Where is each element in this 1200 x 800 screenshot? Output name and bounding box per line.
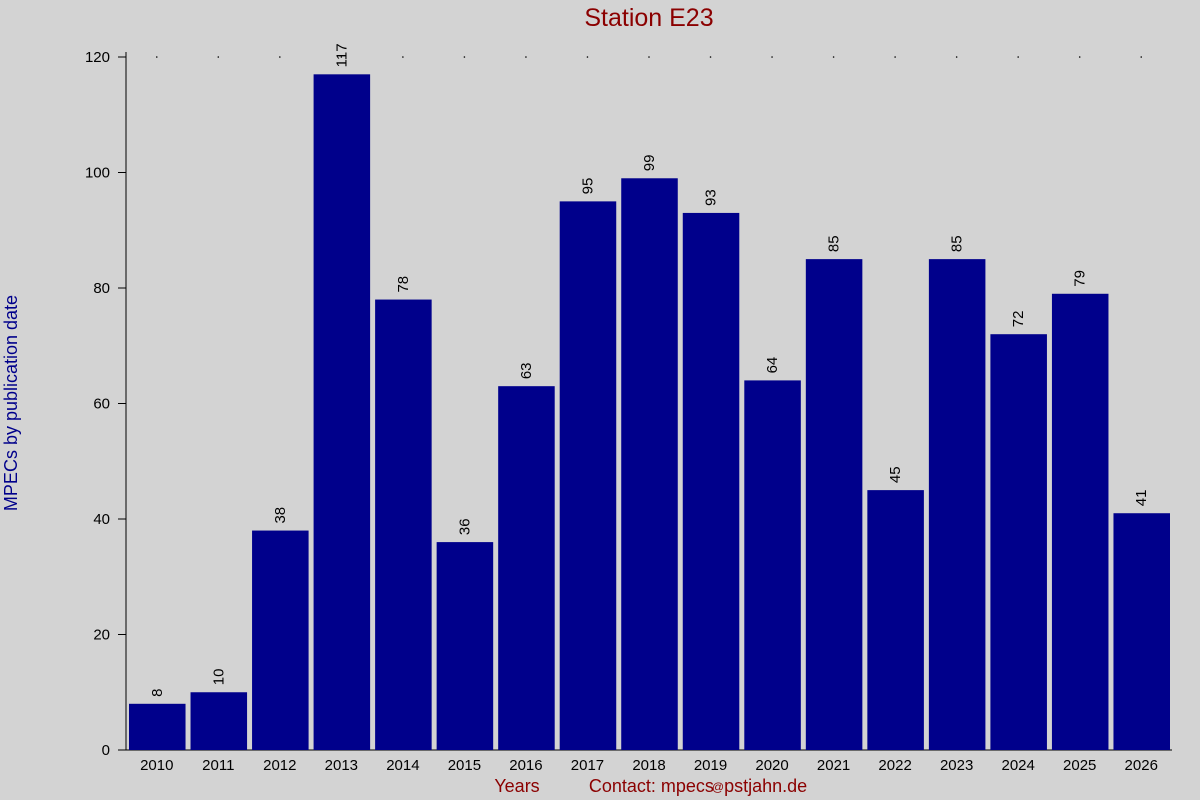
bar-value-label: 85 [949, 235, 966, 252]
y-tick-label: 100 [85, 165, 110, 182]
x-tick-label: 2022 [878, 757, 911, 774]
bar [498, 386, 555, 750]
top-tick-dot [771, 56, 773, 58]
bar [190, 692, 248, 750]
bar-value-label: 64 [764, 357, 781, 374]
x-tick-label: 2021 [817, 757, 850, 774]
bar-value-label: 10 [210, 669, 227, 686]
bar [436, 542, 494, 750]
x-tick-label: 2026 [1125, 757, 1158, 774]
top-tick-dot [155, 56, 158, 58]
bar-value-label: 63 [518, 362, 535, 379]
bar [252, 530, 309, 750]
chart-title: Station E23 [584, 4, 713, 32]
y-tick-label: 0 [102, 742, 110, 759]
x-tick-label: 2010 [140, 757, 173, 774]
top-tick-dot [832, 56, 835, 58]
x-tick-label: 2024 [1001, 757, 1034, 774]
bar [744, 380, 801, 750]
top-tick-dot [1140, 56, 1143, 58]
bar-value-label: 93 [703, 189, 720, 206]
bar [1113, 513, 1170, 750]
bar [682, 212, 740, 751]
top-tick-dot [340, 56, 343, 58]
x-tick-label: 2013 [325, 757, 358, 774]
bar-value-label: 78 [395, 276, 412, 293]
bar-value-label: 8 [149, 688, 166, 696]
x-tick-label: 2014 [386, 757, 419, 774]
bar-value-label: 117 [333, 43, 350, 67]
bar-value-label: 45 [887, 466, 904, 483]
top-tick-dot [1078, 56, 1081, 58]
x-tick-label: 2025 [1063, 757, 1096, 774]
x-tick-label: 2018 [632, 757, 665, 774]
x-tick-labels: 2010 2011 2012 2013 2014 2015 2016 2017 2018 2019… [140, 757, 1158, 774]
contact-at-sign: @ [712, 780, 724, 794]
contact-domain: pstjahn.de [724, 776, 807, 796]
bar [559, 201, 617, 750]
bar [129, 703, 186, 750]
bar-value-label: 41 [1133, 490, 1150, 507]
bars: 8 10 38 117 78 36 63 95 99 93 64 85 45 85 72 79 41 [129, 43, 1170, 751]
bar [313, 74, 371, 750]
bar [867, 490, 924, 750]
top-tick-dot [894, 56, 896, 58]
bar [621, 178, 678, 750]
y-tick-label: 120 [85, 49, 110, 66]
y-tick-label: 60 [93, 396, 110, 413]
bar [990, 334, 1047, 750]
bar-value-label: 95 [579, 178, 596, 195]
bar-value-label: 36 [456, 518, 473, 535]
x-tick-label: 2020 [755, 757, 788, 774]
y-tick-label: 20 [93, 627, 110, 644]
bar [375, 299, 432, 750]
bar [928, 259, 986, 750]
contact-prefix: Contact: mpecs [589, 776, 714, 796]
bar [1051, 293, 1109, 750]
bar-value-label: 79 [1072, 270, 1089, 287]
contact-text: Contact: mpecs@pstjahn.de [589, 776, 807, 796]
top-tick-dot [402, 56, 404, 58]
y-tick-label: 40 [93, 511, 110, 528]
top-tick-dot [955, 56, 958, 58]
top-tick-dot [217, 56, 220, 58]
x-tick-label: 2011 [202, 757, 234, 774]
x-axis-label: Years [494, 776, 539, 796]
y-tick-label: 80 [93, 280, 110, 297]
bar-value-label: 85 [826, 235, 843, 252]
top-tick-dot [648, 56, 650, 58]
x-tick-label: 2012 [263, 757, 296, 774]
y-tick-labels: 0 20 40 60 80 100 120 [85, 49, 126, 759]
bar-value-label: 99 [641, 155, 658, 172]
top-tick-dot [1017, 56, 1019, 58]
y-axis-label: MPECs by publication date [1, 295, 21, 511]
bar-value-label: 72 [1010, 311, 1027, 328]
bar [805, 259, 863, 750]
top-tick-dot [709, 56, 712, 58]
top-tick-dot [525, 56, 527, 58]
x-tick-label: 2023 [940, 757, 973, 774]
top-tick-dot [463, 56, 466, 58]
x-tick-label: 2015 [448, 757, 481, 774]
top-tick-dot [279, 56, 281, 58]
x-tick-label: 2016 [509, 757, 542, 774]
top-tick-dot [586, 56, 589, 58]
x-tick-label: 2019 [694, 757, 727, 774]
x-tick-label: 2017 [571, 757, 604, 774]
bar-value-label: 38 [272, 507, 289, 524]
